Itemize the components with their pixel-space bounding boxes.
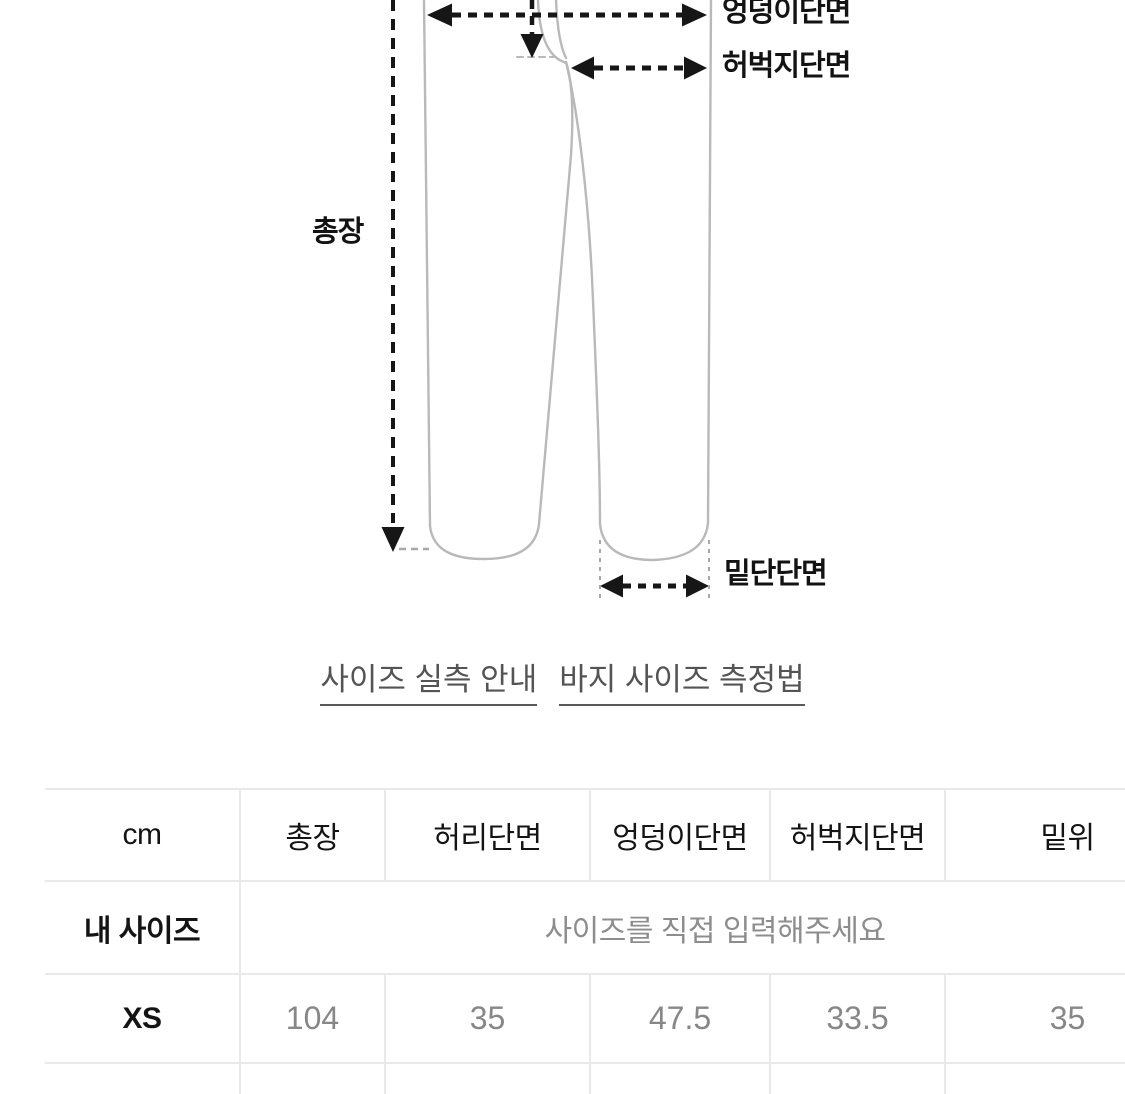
size-table-container: cm 총장 허리단면 엉덩이단면 허벅지단면 밑위 내 사이즈 사이즈를 직접 … (45, 788, 1125, 1094)
size-guide-links: 사이즈 실측 안내 바지 사이즈 측정법 (0, 661, 1125, 707)
col-header-thigh: 허벅지단면 (769, 788, 946, 882)
thigh-arrowhead-right (684, 56, 707, 80)
diagram-label-hip: 엉덩이단면 (722, 0, 851, 28)
my-size-row: 내 사이즈 사이즈를 직접 입력해주세요 (45, 880, 1125, 975)
my-size-label: 내 사이즈 (45, 880, 241, 975)
guide-dashes (399, 540, 710, 601)
pants-diagram-drawing (381, 0, 713, 601)
size-table-header-row: cm 총장 허리단면 엉덩이단면 허벅지단면 밑위 (45, 788, 1125, 882)
size-row-xs: XS 104 35 47.5 33.5 35 (45, 973, 1125, 1064)
col-header-hip: 엉덩이단면 (589, 788, 771, 882)
hem-arrowhead-right (686, 574, 709, 598)
length-arrowhead (381, 527, 405, 552)
thigh-arrowhead-left (571, 56, 594, 80)
xs-rise: 35 (944, 973, 1125, 1064)
col-header-rise: 밑위 (944, 788, 1125, 882)
hip-arrowhead-right (682, 3, 707, 27)
diagram-label-hem: 밑단단면 (724, 558, 828, 590)
xs-waist: 35 (384, 973, 591, 1064)
diagram-label-total-length: 총장 (312, 216, 364, 248)
xs-total-length: 104 (239, 973, 386, 1064)
link-size-measure-guide[interactable]: 사이즈 실측 안내 (320, 661, 538, 707)
size-row-clipped (45, 1062, 1125, 1094)
xs-thigh: 33.5 (769, 973, 946, 1064)
col-header-waist: 허리단면 (384, 788, 591, 882)
my-size-input-cell[interactable]: 사이즈를 직접 입력해주세요 (239, 880, 1125, 975)
xs-hip: 47.5 (589, 973, 771, 1064)
col-header-total-length: 총장 (239, 788, 386, 882)
col-header-unit: cm (45, 788, 241, 882)
measurement-arrows (381, 0, 709, 598)
size-table: cm 총장 허리단면 엉덩이단면 허벅지단면 밑위 내 사이즈 사이즈를 직접 … (45, 788, 1125, 1094)
hip-arrowhead-left (427, 3, 452, 27)
pants-measurement-diagram: 엉덩이단면 허벅지단면 총장 밑단단면 (312, 0, 851, 601)
rise-arrowhead (520, 34, 544, 58)
size-row-label: XS (45, 973, 241, 1064)
pants-outline (422, 0, 713, 562)
diagram-label-thigh: 허벅지단면 (722, 50, 851, 82)
link-pants-measure-method[interactable]: 바지 사이즈 측정법 (559, 661, 805, 707)
hem-arrowhead-left (600, 574, 623, 598)
